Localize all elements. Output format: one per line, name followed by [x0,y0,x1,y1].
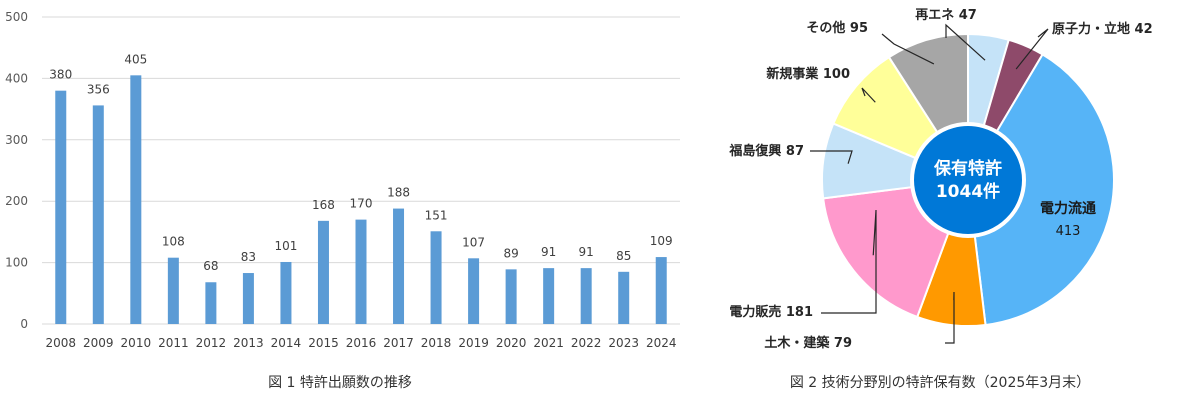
bar [205,282,217,324]
bar [355,219,367,324]
donut-slice-label: 福島復興 87 [728,143,804,159]
bar [618,271,630,324]
bar-chart-caption: 図 1 特許出願数の推移 [268,375,412,391]
bar-data-label: 188 [387,186,410,200]
bar-data-label: 107 [462,235,485,249]
bar-data-label: 85 [616,249,631,263]
bar-y-tick-label: 0 [20,317,28,331]
donut-leader-line [821,209,877,314]
patent-applications-bar-chart: 0 100 200 300 400 500 380 356 405 108 68 83 101 168 1… [5,10,680,350]
bar-data-label: 151 [425,208,448,222]
donut-slice-label: 原子力・立地 42 [1052,21,1153,37]
bar-chart-gridlines [42,16,680,325]
bar-data-label: 101 [274,239,297,253]
bar [655,257,667,324]
bar-y-tick-label: 200 [5,194,28,208]
bar-x-tick-label: 2014 [271,336,302,350]
donut-leader-line [1015,28,1049,70]
donut-leader-line [810,150,853,164]
bar-x-tick-label: 2021 [533,336,564,350]
bar-x-tick-label: 2008 [45,336,76,350]
bar-x-tick-label: 2022 [571,336,602,350]
bar-x-tick-label: 2012 [196,336,227,350]
donut-chart-caption: 図 2 技術分野別の特許保有数（2025年3月末） [789,375,1091,391]
bar [280,261,292,324]
donut-center-circle [910,122,1026,238]
bar-x-tick-label: 2017 [383,336,414,350]
bar [468,258,480,324]
donut-center: 保有特許 1044件 [910,122,1026,238]
bar-data-label: 170 [350,197,373,211]
patent-holdings-donut-chart: 再エネ 47 原子力・立地 42 電力流通 413 土木・建築 79 電力販売 181 福島… [728,8,1152,351]
donut-slice-label: 土木・建築 79 [764,335,852,351]
bar-y-tick-label: 300 [5,133,28,147]
bar-x-tick-label: 2016 [346,336,377,350]
bar-x-tick-label: 2024 [646,336,677,350]
donut-center-label-line2: 1044件 [936,181,1000,202]
donut-slice-label: 電力流通 [1040,200,1096,217]
bar-x-tick-label: 2010 [121,336,152,350]
bar [130,75,142,324]
bar-data-label: 91 [579,245,594,259]
bar-y-tick-label: 100 [5,256,28,270]
bar-y-tick-label: 500 [5,10,28,24]
donut-leader-line [861,87,876,103]
bar-x-tick-label: 2020 [496,336,527,350]
donut-slice-label: 再エネ 47 [915,8,977,23]
bar [505,269,517,324]
bar-data-label: 405 [124,52,147,66]
bar-data-label: 109 [650,234,673,248]
donut-slice-label: 電力販売 181 [729,304,813,320]
bar-x-tick-label: 2019 [458,336,489,350]
bar [55,90,67,325]
bar-data-label: 68 [203,259,218,273]
bar [167,257,179,324]
bar [317,220,329,324]
donut-leader-line [945,291,955,344]
bar-data-label: 108 [162,235,185,249]
bar [543,268,555,324]
donut-slice-label: その他 95 [806,20,868,36]
bar-y-tick-label: 400 [5,71,28,85]
bar-data-label: 380 [49,68,72,82]
bar-x-tick-label: 2015 [308,336,339,350]
bar-data-label: 83 [241,250,256,264]
bar [92,105,104,324]
bar-chart-bars [55,75,667,325]
bar-x-tick-label: 2023 [608,336,639,350]
donut-slice-label: 新規事業 100 [766,66,850,82]
bar-x-tick-label: 2011 [158,336,189,350]
bar-x-tick-label: 2013 [233,336,264,350]
bar-x-tick-label: 2009 [83,336,114,350]
bar-data-label: 89 [503,246,518,260]
bar-data-label: 91 [541,245,556,259]
donut-slice-labels: 再エネ 47 原子力・立地 42 電力流通 413 土木・建築 79 電力販売 181 福島… [728,8,1152,351]
donut-leader-lines [810,23,1049,344]
bar [430,231,442,324]
donut-slice-value: 413 [1056,224,1081,239]
donut-leader-line [881,33,935,65]
donut-leader-line [945,23,986,61]
bar [242,273,254,324]
donut-center-label-line1: 保有特許 [933,158,1002,179]
bar-chart-data-labels: 380 356 405 108 68 83 101 168 170 188 151 107 89 91 91… [49,52,672,273]
bar-data-label: 356 [87,82,110,96]
bar-data-label: 168 [312,198,335,212]
bar-x-tick-label: 2018 [421,336,452,350]
bar [580,268,592,324]
bar-chart-y-tick-labels: 0 100 200 300 400 500 [5,10,28,331]
bar-chart-x-tick-labels: 2008 2009 2010 2011 2012 2013 2014 2015 2016 2017… [45,336,676,350]
bar [393,208,405,324]
